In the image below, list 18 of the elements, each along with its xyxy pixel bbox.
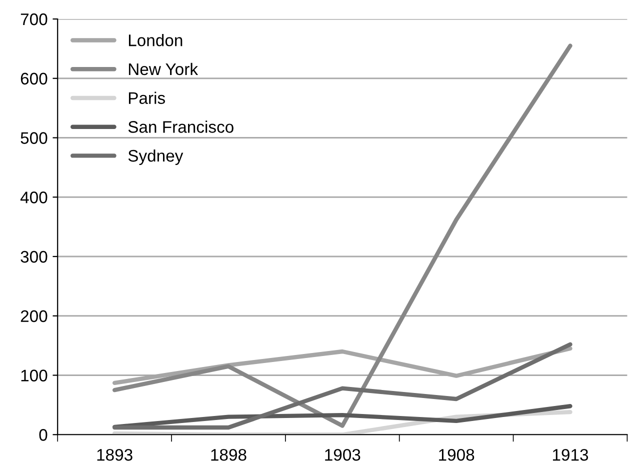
y-tick-label: 400 [20,192,48,204]
x-tick-label: 1893 [97,448,132,461]
x-tick-label: 1908 [439,448,474,461]
x-tick-label: 1898 [211,448,246,461]
legend-label: Paris [128,92,165,104]
legend-label: London [128,34,182,46]
x-tick-label: 1903 [325,448,360,461]
y-tick-label: 500 [20,132,48,144]
legend-label: New York [128,62,198,76]
y-tick-label: 200 [20,310,48,322]
legend-label: Sydney [128,149,184,166]
y-tick-label: 0 [39,429,48,441]
legend-label: San Francisco [128,120,234,133]
y-tick-label: 600 [20,72,48,85]
y-tick-label: 100 [21,370,48,382]
y-tick-label: 300 [20,250,48,263]
y-tick-label: 700 [20,13,48,26]
x-tick-label: 1913 [552,448,588,461]
